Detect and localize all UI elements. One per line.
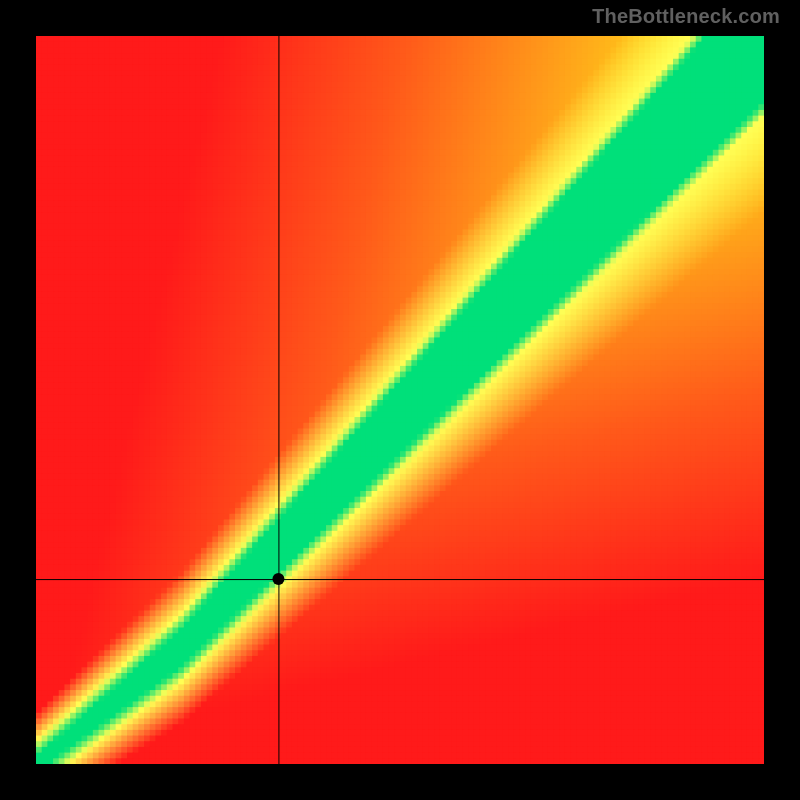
- chart-container: TheBottleneck.com: [0, 0, 800, 800]
- source-watermark: TheBottleneck.com: [592, 6, 780, 29]
- bottleneck-heatmap: [36, 36, 764, 764]
